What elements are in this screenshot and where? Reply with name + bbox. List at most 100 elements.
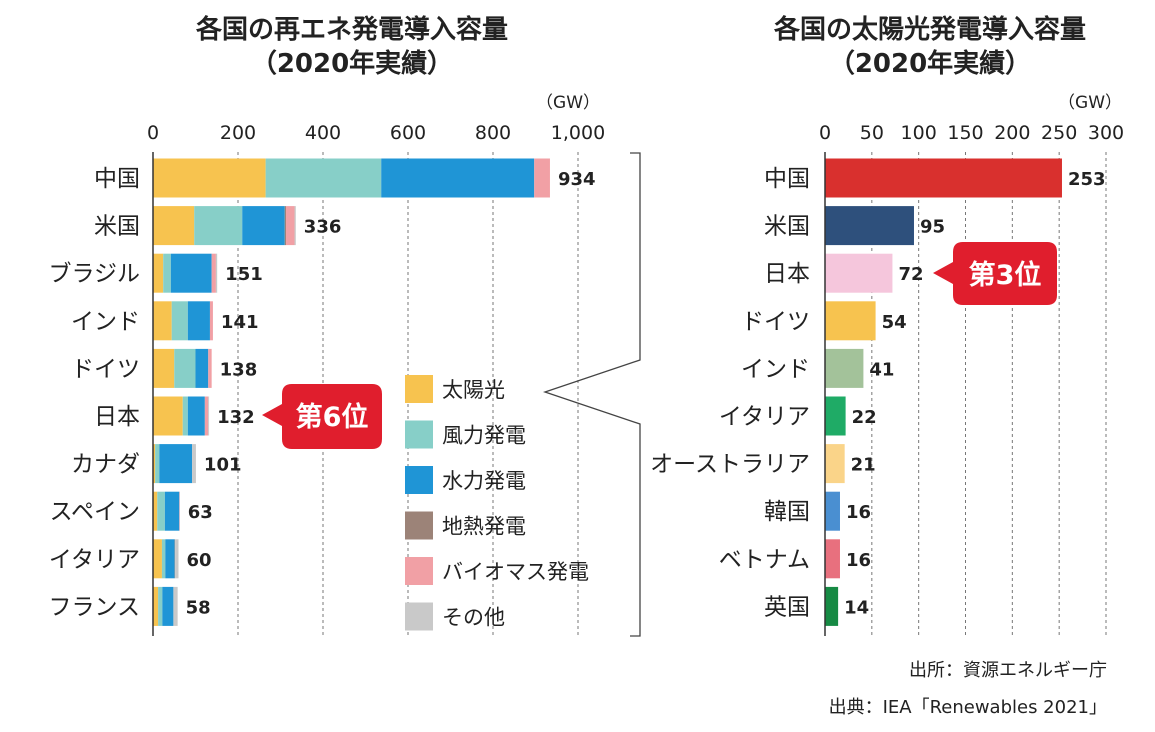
right-x-tick-label: 200 — [994, 122, 1030, 144]
legend-swatch — [405, 557, 433, 585]
right-value-label: 21 — [851, 455, 876, 476]
source-note-2: 出典：IEA「Renewables 2021」 — [829, 697, 1107, 718]
right-bar — [825, 539, 840, 579]
left-bar-segment — [208, 348, 212, 388]
right-bar — [825, 206, 914, 246]
left-bar-segment — [158, 586, 163, 626]
left-category-label: 中国 — [94, 166, 140, 192]
left-x-tick-label: 400 — [305, 122, 341, 144]
left-bar-segment — [192, 444, 196, 484]
right-category-label: 韓国 — [764, 499, 810, 525]
right-chart-unit: （GW） — [1058, 93, 1122, 113]
right-x-tick-label: 300 — [1088, 122, 1124, 144]
left-bar-segment — [159, 444, 193, 484]
left-category-label: 米国 — [94, 214, 140, 240]
source-note-1: 出所：資源エネルギー庁 — [909, 660, 1107, 681]
right-category-label: ドイツ — [741, 309, 810, 335]
left-bar-segment — [164, 491, 180, 531]
left-bar-segment — [155, 444, 160, 484]
left-bar-segment — [163, 253, 171, 293]
left-bar-segment — [153, 586, 159, 626]
left-bar-segment — [215, 253, 218, 293]
left-bar-segment — [175, 539, 179, 579]
left-bar-segment — [153, 444, 156, 484]
left-bar-segment — [153, 396, 183, 436]
right-bar — [825, 158, 1062, 198]
right-value-labels: 253 95 72 54 41 22 21 16 16 14 — [844, 169, 1105, 618]
left-bar-segment — [204, 396, 209, 436]
right-category-label: ベトナム — [719, 547, 810, 573]
right-x-tick-label: 150 — [947, 122, 983, 144]
right-category-label: 英国 — [764, 594, 810, 620]
right-gridlines — [871, 152, 1107, 636]
right-chart-title: 各国の太陽光発電導入容量 — [773, 14, 1086, 45]
left-value-label: 63 — [188, 502, 213, 523]
right-value-label: 16 — [846, 550, 871, 571]
left-bar-segment — [187, 301, 210, 341]
right-value-label: 14 — [844, 597, 869, 618]
left-rank-badge-label: 第6位 — [296, 401, 369, 433]
left-x-tick-label: 600 — [390, 122, 426, 144]
left-category-label: イタリア — [49, 547, 140, 573]
left-bar-segment — [187, 396, 205, 436]
left-bar-segment — [242, 206, 285, 246]
left-bar-segment — [208, 396, 210, 436]
left-bar-segment — [265, 158, 382, 198]
left-category-label: 日本 — [94, 404, 140, 430]
right-bar — [825, 348, 864, 388]
left-bar-segment — [153, 206, 195, 246]
left-x-tick-label: 0 — [147, 122, 159, 144]
left-x-axis-ticks: 0 200 400 600 800 1,000 — [147, 122, 605, 144]
legend-label: 水力発電 — [442, 469, 526, 493]
right-category-label: 日本 — [764, 261, 810, 287]
left-bar-segment — [534, 158, 550, 198]
left-value-label: 151 — [225, 264, 263, 285]
left-category-label: ドイツ — [71, 356, 140, 382]
left-value-label: 58 — [186, 597, 211, 618]
left-rank-badge: 第6位 — [262, 384, 382, 449]
right-value-label: 22 — [852, 407, 877, 428]
right-category-label: 中国 — [764, 166, 810, 192]
right-value-label: 95 — [920, 217, 945, 238]
right-x-tick-label: 0 — [819, 122, 831, 144]
left-chart-unit: （GW） — [536, 93, 600, 113]
left-bar-segment — [171, 301, 188, 341]
legend-label: 太陽光 — [442, 378, 505, 402]
right-rank-badge-label: 第3位 — [969, 259, 1042, 291]
legend-label: その他 — [442, 606, 505, 630]
legend-swatch — [405, 375, 433, 403]
right-x-tick-label: 50 — [860, 122, 884, 144]
legend-swatch — [405, 511, 433, 540]
left-x-tick-label: 1,000 — [551, 122, 605, 144]
left-bar-segment — [153, 301, 172, 341]
left-bar-segment — [381, 158, 535, 198]
left-x-tick-label: 200 — [220, 122, 256, 144]
right-bar — [825, 444, 845, 484]
right-rank-badge-shape — [933, 242, 1057, 305]
right-x-tick-label: 250 — [1041, 122, 1077, 144]
right-value-label: 72 — [898, 264, 923, 285]
right-bars — [825, 158, 1062, 626]
left-value-label: 132 — [217, 407, 255, 428]
left-bar-segment — [173, 586, 178, 626]
right-rank-badge: 第3位 — [933, 242, 1057, 305]
left-bar-segment — [286, 206, 295, 246]
right-bar — [825, 396, 846, 436]
left-bars — [153, 158, 550, 626]
left-category-label: ブラジル — [48, 261, 140, 287]
right-value-label: 253 — [1068, 169, 1106, 190]
legend-label: バイオマス発電 — [442, 560, 589, 584]
legend-label: 風力発電 — [442, 424, 526, 448]
left-value-label: 138 — [220, 359, 258, 380]
right-value-label: 16 — [846, 502, 871, 523]
right-bar — [825, 253, 893, 293]
zoom-connector — [542, 152, 641, 637]
left-bar-segment — [153, 348, 175, 388]
right-bar — [825, 586, 839, 626]
right-category-label: 米国 — [764, 214, 810, 240]
left-rank-badge-shape — [262, 384, 382, 449]
left-bar-segment — [194, 206, 243, 246]
